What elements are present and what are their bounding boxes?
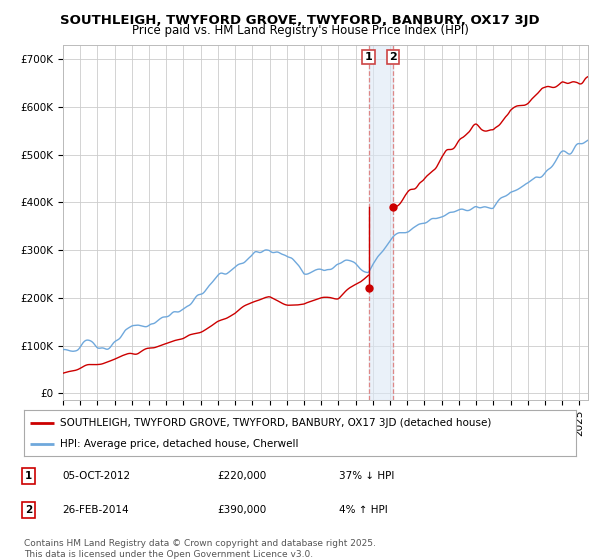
Text: SOUTHLEIGH, TWYFORD GROVE, TWYFORD, BANBURY, OX17 3JD (detached house): SOUTHLEIGH, TWYFORD GROVE, TWYFORD, BANB…: [60, 418, 491, 428]
Bar: [368, 45, 392, 400]
Text: 26-FEB-2014: 26-FEB-2014: [62, 505, 129, 515]
Text: 2: 2: [389, 52, 397, 62]
Text: Contains HM Land Registry data © Crown copyright and database right 2025.
This d: Contains HM Land Registry data © Crown c…: [24, 539, 376, 559]
Text: SOUTHLEIGH, TWYFORD GROVE, TWYFORD, BANBURY, OX17 3JD: SOUTHLEIGH, TWYFORD GROVE, TWYFORD, BANB…: [60, 14, 540, 27]
Text: 1: 1: [365, 52, 373, 62]
Text: Price paid vs. HM Land Registry's House Price Index (HPI): Price paid vs. HM Land Registry's House …: [131, 24, 469, 36]
Text: HPI: Average price, detached house, Cherwell: HPI: Average price, detached house, Cher…: [60, 439, 298, 449]
Text: 2: 2: [25, 505, 32, 515]
Text: 37% ↓ HPI: 37% ↓ HPI: [338, 471, 394, 481]
Text: £220,000: £220,000: [217, 471, 266, 481]
Text: 4% ↑ HPI: 4% ↑ HPI: [338, 505, 388, 515]
Text: 1: 1: [25, 471, 32, 481]
Text: £390,000: £390,000: [217, 505, 266, 515]
Text: 05-OCT-2012: 05-OCT-2012: [62, 471, 131, 481]
